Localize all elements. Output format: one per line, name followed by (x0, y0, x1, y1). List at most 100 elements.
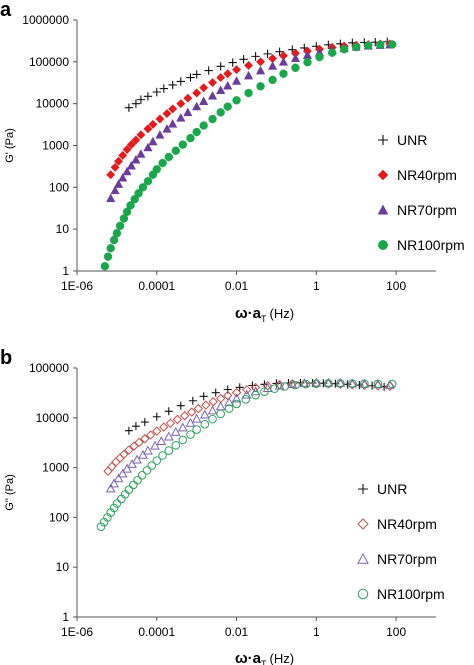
x-axis-label-units: (Hz) (269, 306, 294, 321)
x-axis-label-main: ω·a (235, 650, 262, 665)
data-point (136, 149, 146, 158)
data-point (126, 160, 136, 170)
data-point (223, 69, 233, 79)
data-point (134, 437, 144, 448)
data-point (216, 108, 225, 117)
data-point (138, 449, 148, 459)
data-point (348, 379, 357, 388)
data-point (130, 195, 139, 204)
data-point (178, 140, 188, 149)
data-point (256, 57, 266, 67)
data-point (131, 154, 141, 164)
data-point (106, 244, 115, 253)
data-point (199, 83, 209, 93)
data-point (315, 52, 324, 62)
data-point (148, 136, 158, 146)
y-tick-label: 100000 (29, 361, 69, 375)
data-point (115, 453, 125, 463)
y-tick-label: 1000 (42, 461, 69, 475)
data-point (311, 377, 322, 387)
data-point (122, 463, 132, 473)
data-point (323, 379, 334, 389)
data-point (124, 445, 134, 455)
data-point (152, 426, 162, 436)
data-point (303, 58, 312, 67)
data-point (250, 386, 261, 396)
data-point (223, 102, 232, 111)
data-point (168, 119, 178, 128)
data-point (163, 431, 174, 441)
data-point (126, 201, 135, 210)
legend-marker (377, 204, 389, 215)
data-point (255, 65, 266, 75)
data-point (244, 88, 253, 98)
legend-marker (377, 169, 389, 181)
y-tick-label: 10 (56, 222, 70, 236)
data-point (208, 114, 217, 124)
data-point (199, 392, 208, 401)
data-point (159, 422, 169, 432)
legend-item: NR100rpm (378, 237, 465, 253)
legend-label: NR40rpm (397, 167, 457, 183)
data-point (111, 457, 121, 467)
data-point (158, 158, 167, 168)
data-point (115, 221, 125, 231)
data-point (107, 461, 117, 472)
y-axis-label: G'' (Pa) (4, 474, 16, 511)
data-point (168, 104, 178, 114)
data-point (112, 229, 122, 238)
y-tick-label: 10000 (36, 97, 70, 111)
data-point (124, 426, 133, 435)
legend-marker (358, 484, 368, 494)
data-point (241, 389, 252, 399)
data-point (156, 436, 167, 446)
data-point (118, 172, 128, 182)
data-point (291, 380, 300, 390)
data-point (192, 425, 201, 434)
data-point (208, 397, 218, 407)
legend-item: NR40rpm (357, 516, 437, 532)
data-point (176, 77, 185, 86)
x-tick-label: 0.0001 (138, 625, 175, 639)
data-point (150, 440, 160, 450)
legend-item: NR100rpm (357, 586, 445, 602)
legend-label: NR100rpm (397, 237, 465, 253)
data-point (176, 401, 185, 410)
data-point (186, 133, 195, 143)
data-point (136, 130, 146, 140)
x-axis-label: ω·aT (Hz) (235, 305, 294, 324)
data-point (199, 409, 210, 419)
data-point (134, 189, 143, 198)
data-point (324, 379, 333, 388)
data-point (223, 385, 232, 394)
data-point (263, 49, 272, 59)
data-point (113, 179, 124, 188)
data-point (352, 42, 361, 52)
y-tick-label: 10000 (36, 411, 70, 425)
data-point (143, 177, 153, 186)
data-point (176, 99, 186, 109)
data-point (132, 454, 142, 464)
x-tick-label: 1 (313, 279, 320, 293)
x-tick-label: 100 (386, 625, 406, 639)
x-tick-label: 0.0001 (138, 279, 175, 293)
data-point (278, 57, 289, 66)
legend-item: UNR (358, 481, 407, 497)
data-point (207, 77, 218, 88)
y-tick-label: 100000 (29, 55, 69, 69)
legend-label: UNR (397, 132, 427, 148)
panel-label: b (0, 347, 12, 369)
legend-item: UNR (378, 132, 427, 148)
legend-label: NR40rpm (377, 516, 437, 532)
data-point (168, 80, 177, 90)
data-point (336, 379, 345, 388)
data-point (216, 409, 225, 419)
data-point (222, 390, 233, 401)
data-point (199, 96, 209, 105)
data-point (207, 90, 218, 100)
data-point (280, 382, 289, 391)
data-point (140, 418, 149, 427)
data-point (199, 121, 208, 130)
y-tick-label: 1000 (42, 139, 69, 153)
data-point (208, 414, 217, 424)
